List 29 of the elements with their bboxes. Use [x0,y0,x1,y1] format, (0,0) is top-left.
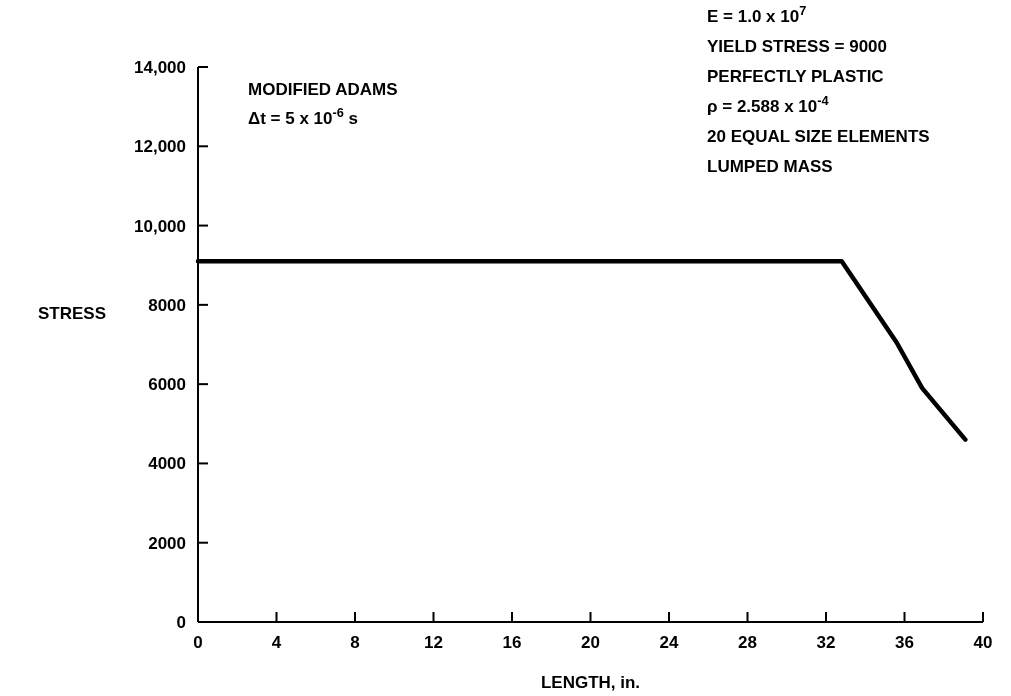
x-axis-title: LENGTH, in. [540,673,641,692]
y-tick-label: 14,000 [134,57,186,77]
annotation: PERFECTLY PLASTIC [707,67,884,86]
x-tick-label: 4 [271,633,282,652]
annotation: LUMPED MASS [707,157,833,176]
y-tick-label: 0 [176,612,186,632]
x-tick-label: 8 [350,633,360,652]
x-tick-label: 32 [816,633,836,652]
annotation: MODIFIED ADAMS [248,80,398,99]
y-tick-label: 10,000 [134,216,186,236]
y-tick-label: 4000 [148,454,186,474]
y-tick-label: 2000 [148,533,186,553]
annotation: Δt = 5 x 10$^{-6}$ s [248,104,359,128]
text: YIELD STRESS = 9000 [707,37,887,56]
x-tick-label: 28 [738,633,757,652]
x-tick-label: 24 [659,633,679,652]
y-tick-label: 8000 [148,295,186,315]
annotation: ρ = 2.588 x 10$^{-4}$ [707,92,830,116]
x-tick-label: 12 [424,633,443,652]
x-tick-label: 16 [502,633,522,652]
y-tick-label: 12,000 [134,137,186,157]
x-tick-label: 36 [895,633,914,652]
x-tick-label: 40 [973,633,993,652]
y-axis-title: STRESS [37,303,107,323]
text: E = 1.0 x 10$^{7}$ [707,2,807,26]
y-tick-label: 6000 [148,375,186,395]
annotation: 20 EQUAL SIZE ELEMENTS [707,127,930,146]
x-tick-label: 20 [581,633,600,652]
x-tick-label: 0 [193,633,203,652]
